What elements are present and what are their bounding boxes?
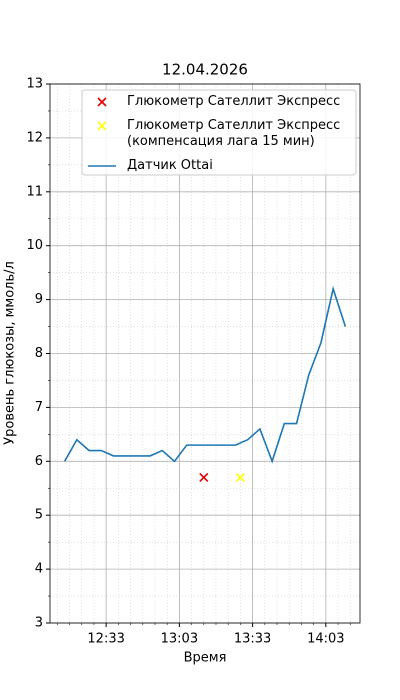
marker [97, 97, 107, 107]
marker-stroke [97, 97, 107, 107]
y-tick-label: 6 [35, 454, 43, 469]
y-tick-label: 9 [35, 292, 43, 307]
chart-title: 12.04.2026 [162, 61, 248, 79]
legend-box [81, 89, 357, 176]
legend-label: Датчик Ottai [127, 158, 213, 173]
x-axis-label: Время [184, 651, 227, 666]
marker [235, 472, 245, 483]
legend-label: Глюкометр Сателлит Экспресс [127, 94, 341, 109]
y-tick-label: 13 [26, 77, 43, 92]
x-tick-label: 12:33 [87, 632, 124, 647]
plot-frame [49, 83, 361, 624]
y-tick-label: 10 [26, 238, 43, 253]
marker-stroke [97, 121, 107, 131]
marker-stroke [199, 472, 209, 483]
line [63, 285, 347, 464]
y-axis-label: Уровень глюкозы, ммоль/л [3, 261, 18, 445]
y-tick-label: 12 [26, 130, 43, 145]
marker [199, 472, 209, 483]
y-tick-label: 3 [35, 616, 43, 631]
y-tick-label: 8 [35, 346, 43, 361]
y-tick-label: 7 [35, 400, 43, 415]
x-tick-label: 13:03 [161, 632, 198, 647]
x-tick-label: 13:33 [234, 632, 271, 647]
y-tick-label: 5 [35, 508, 43, 523]
marker [97, 121, 107, 131]
y-tick-label: 11 [26, 184, 43, 199]
y-tick-label: 4 [35, 562, 43, 577]
marker-stroke [235, 472, 245, 483]
legend-label: Глюкометр Сателлит Экспресс (компенсация… [127, 118, 341, 149]
x-tick-label: 14:03 [307, 632, 344, 647]
